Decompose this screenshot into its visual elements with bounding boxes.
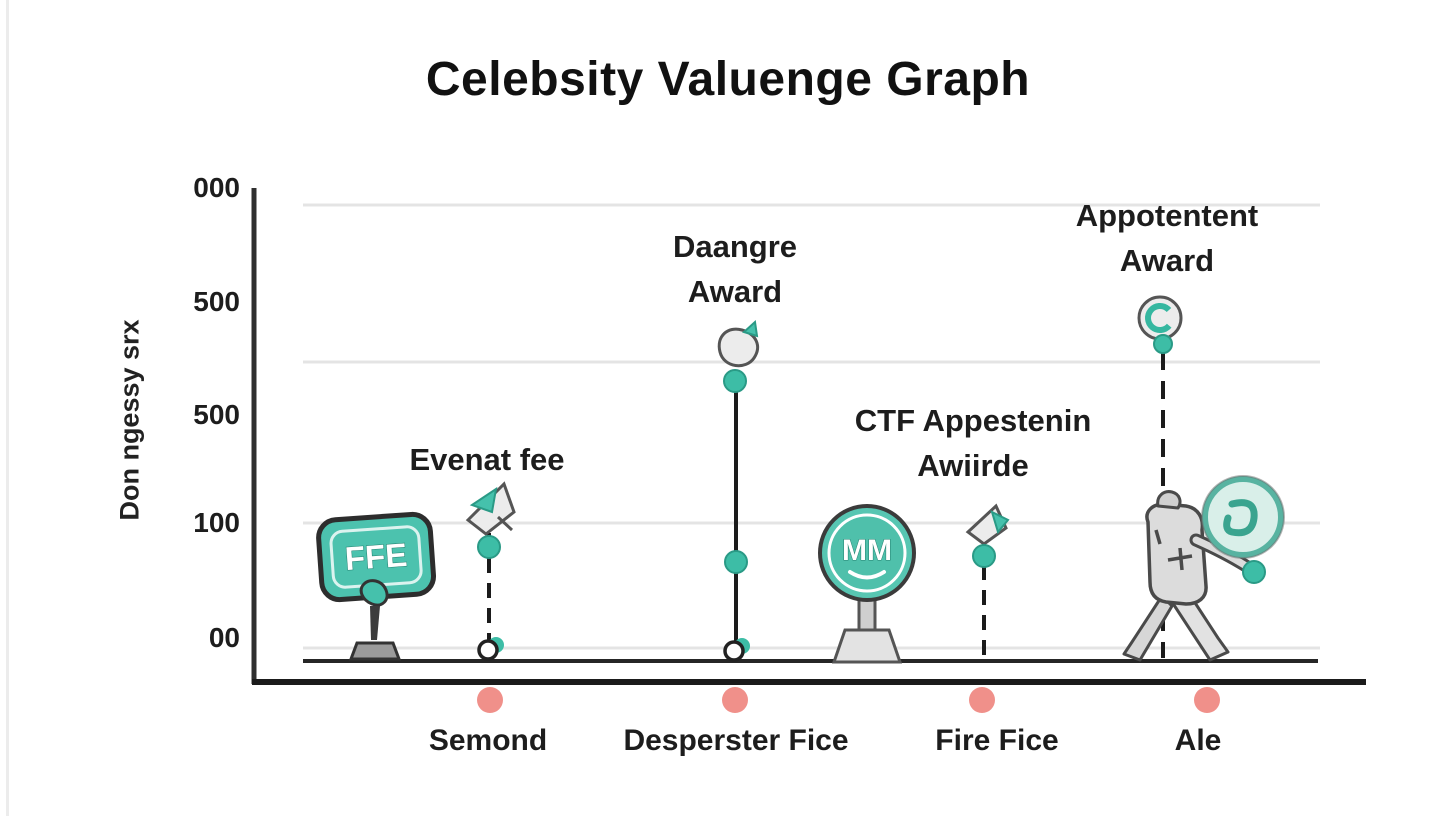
annotation-evenat-fee: Evenat fee	[409, 437, 564, 482]
annotation-appotentent-award: Appotentent Award	[1076, 193, 1259, 283]
desperster-top-marker	[723, 369, 747, 393]
x-category-label-fire-fice: Fire Fice	[935, 724, 1059, 757]
x-axis-dot-desperster	[722, 687, 748, 713]
fire-fice-plane-icon	[965, 503, 1010, 546]
mm-sign: MM	[818, 504, 916, 664]
x-category-label-desperster: Desperster Fice	[623, 724, 849, 757]
figure-detail-line	[1154, 529, 1162, 545]
x-category-label-semond: Semond	[428, 724, 548, 757]
crumple-flag	[742, 319, 759, 338]
annotation-line: Evenat fee	[409, 442, 565, 477]
annotation-line: Appotentent	[1075, 198, 1259, 233]
y-tick-label-3: 100	[193, 507, 240, 538]
plane-wing	[469, 486, 498, 514]
medal-swirl	[1223, 499, 1258, 537]
walking-figure-icon	[1122, 475, 1285, 662]
ring-teal-arc	[1145, 303, 1175, 333]
x-axis-dots	[477, 687, 1220, 713]
y-tick-label-0: 000	[193, 172, 240, 203]
mm-sign-text: MM	[842, 534, 892, 567]
ale-ring-icon	[1137, 295, 1183, 341]
plane-tail	[496, 515, 514, 532]
annotation-daangre-award: Daangre Award	[673, 224, 797, 314]
medal-icon	[1202, 476, 1284, 558]
y-tick-label-2: 500	[193, 399, 240, 430]
semond-stem	[465, 481, 516, 661]
x-axis-dot-semond	[477, 687, 503, 713]
medal-outline	[1201, 475, 1285, 559]
x-axis-dot-ale	[1194, 687, 1220, 713]
annotation-line: Award	[687, 274, 783, 309]
desperster-base-marker	[723, 640, 745, 662]
desperster-crumple-icon	[717, 319, 759, 393]
fire-fice-stem	[965, 503, 1010, 658]
chart-title: Celebsity Valuenge Graph	[425, 53, 1031, 106]
y-tick-label-1: 500	[193, 286, 240, 317]
figure-back-leg	[1122, 594, 1174, 662]
ale-top-marker	[1153, 334, 1173, 354]
mm-sign-smile	[848, 570, 886, 580]
annotation-ctf-appestenin: CTF Appestenin Awiirde	[855, 398, 1092, 488]
desperster-mid-marker	[724, 550, 748, 574]
annotation-line: Daangre	[672, 229, 798, 264]
mm-sign-base	[831, 628, 903, 664]
figure-head	[1156, 490, 1182, 510]
crumple-body	[717, 327, 759, 368]
ffe-sign: FFE	[316, 511, 437, 603]
semond-mid-marker	[477, 535, 501, 559]
fire-fice-top-marker	[972, 544, 996, 568]
trophy-top	[359, 579, 389, 607]
annotation-line: Award	[1119, 243, 1215, 278]
semond-plane-icon	[465, 481, 516, 536]
left-edge-strip	[6, 0, 9, 816]
figure-torso	[1145, 502, 1208, 606]
figure-chest-cross	[1167, 547, 1193, 571]
ffe-trophy-icon	[348, 579, 402, 661]
desperster-stem	[717, 319, 759, 662]
semond-base-marker	[477, 639, 499, 661]
ffe-sign-text: FFE	[344, 536, 409, 577]
trophy-base	[348, 641, 402, 661]
annotation-line: CTF Appestenin	[854, 403, 1092, 438]
annotation-line: Awiirde	[917, 448, 1029, 483]
x-category-label-ale: Ale	[1174, 724, 1222, 757]
trophy-stem	[370, 606, 380, 640]
y-tick-label-4: 00	[208, 622, 240, 653]
figure-hand-marker	[1242, 560, 1266, 584]
plane-wing	[990, 510, 1010, 535]
x-axis-dot-fire-fice	[969, 687, 995, 713]
